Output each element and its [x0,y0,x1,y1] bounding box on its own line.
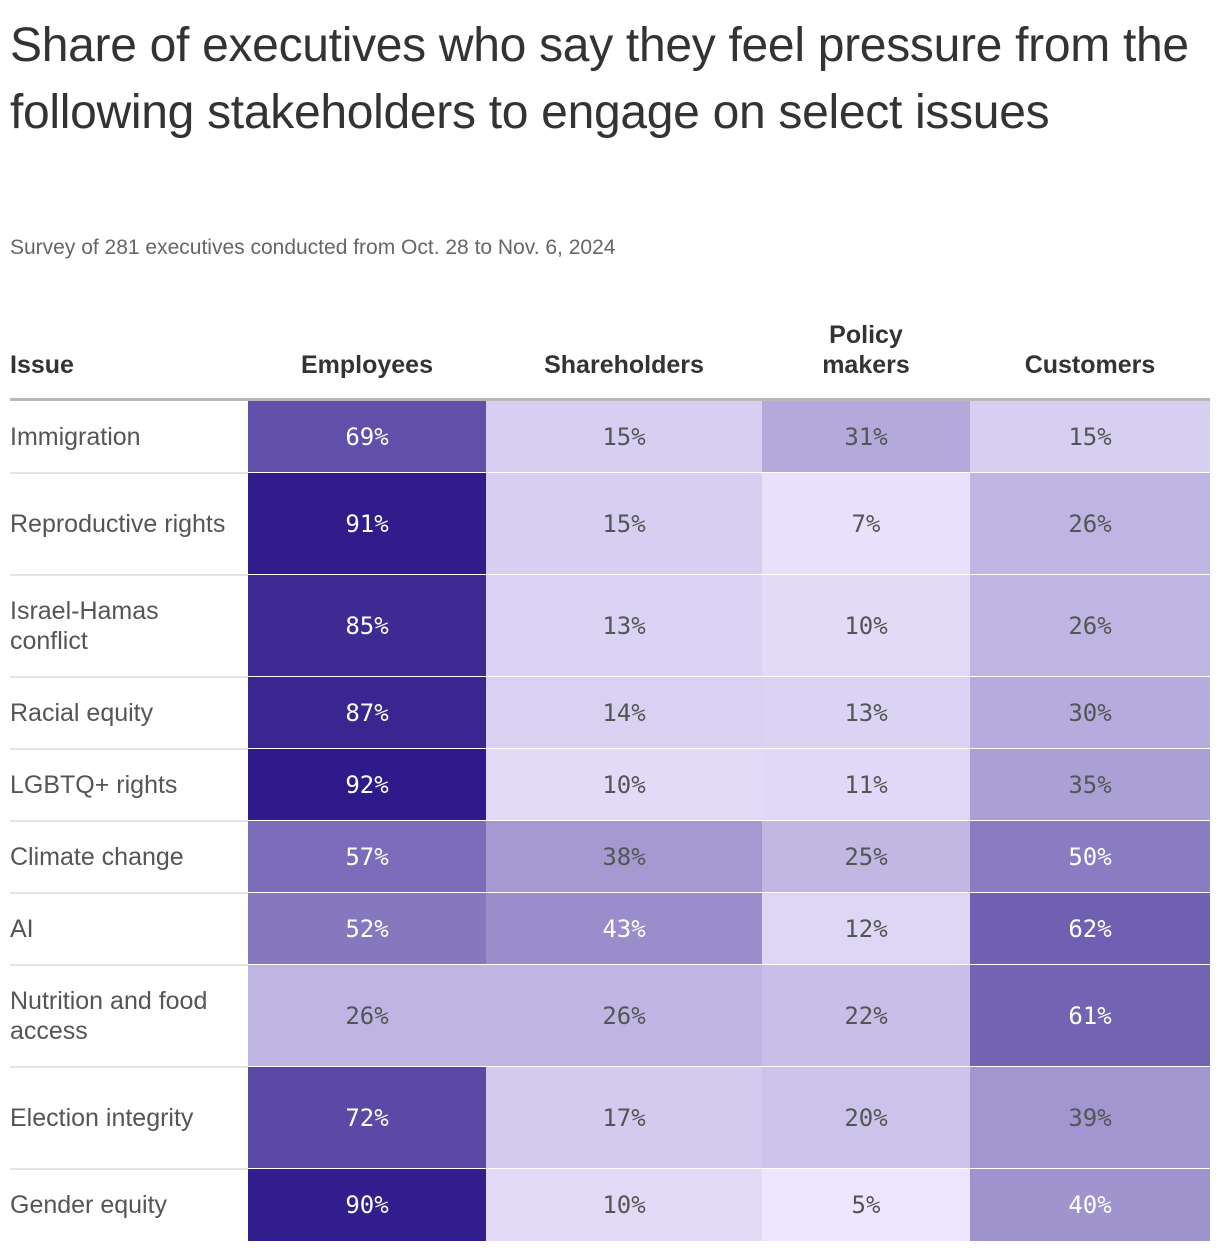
cell-policy-makers: 12% [762,893,970,965]
table-header: Issue Employees Shareholders Policy make… [0,300,1220,400]
row-divider [10,964,248,966]
cell-shareholders: 10% [486,1169,762,1241]
cell-customers: 62% [970,893,1210,965]
row-divider [10,748,248,750]
cell-shareholders: 26% [486,965,762,1067]
cell-shareholders: 14% [486,677,762,749]
table-row: Immigration 69% 15% 31% 15% [0,401,1220,474]
table-row: Gender equity 90% 10% 5% 40% [0,1169,1220,1241]
column-header-customers: Customers [1024,351,1156,379]
cell-shareholders: 15% [486,473,762,575]
cell-shareholders: 13% [486,575,762,677]
column-header-issue: Issue [10,351,74,379]
table-row: Reproductive rights 91% 15% 7% 26% [0,473,1220,576]
cell-customers: 50% [970,821,1210,893]
header-divider [10,398,1210,401]
column-header-shareholders: Shareholders [544,351,704,379]
cell-customers: 39% [970,1067,1210,1169]
cell-customers: 35% [970,749,1210,821]
column-header-policy-makers: Policy makers [822,321,910,379]
cell-employees: 52% [248,893,486,965]
row-divider [10,820,248,822]
table-row: AI 52% 43% 12% 62% [0,893,1220,966]
row-divider [10,892,248,894]
cell-policy-makers: 7% [762,473,970,575]
cell-policy-makers: 13% [762,677,970,749]
cell-customers: 26% [970,575,1210,677]
row-label: Gender equity [10,1191,168,1219]
row-label: LGBTQ+ rights [10,771,178,799]
row-label: AI [10,915,34,943]
cell-employees: 26% [248,965,486,1067]
column-header-employees: Employees [300,351,433,379]
row-divider [10,472,248,474]
cell-employees: 90% [248,1169,486,1241]
cell-employees: 87% [248,677,486,749]
cell-employees: 57% [248,821,486,893]
cell-employees: 91% [248,473,486,575]
table-row: Climate change 57% 38% 25% 50% [0,821,1220,894]
cell-policy-makers: 11% [762,749,970,821]
row-divider [10,1066,248,1068]
cell-shareholders: 38% [486,821,762,893]
cell-policy-makers: 31% [762,401,970,473]
cell-customers: 30% [970,677,1210,749]
cell-customers: 40% [970,1169,1210,1241]
cell-policy-makers: 5% [762,1169,970,1241]
chart-title: Share of executives who say they feel pr… [10,19,1189,139]
cell-policy-makers: 10% [762,575,970,677]
row-label: Racial equity [10,699,154,727]
row-label: Election integrity [10,1104,194,1132]
cell-shareholders: 17% [486,1067,762,1169]
row-divider [10,1168,248,1170]
cell-policy-makers: 22% [762,965,970,1067]
cell-shareholders: 10% [486,749,762,821]
cell-policy-makers: 25% [762,821,970,893]
row-label: Israel-Hamas conflict [10,597,159,655]
table-row: Racial equity 87% 14% 13% 30% [0,677,1220,750]
table-row: Nutrition and food access 26% 26% 22% 61% [0,965,1220,1068]
cell-employees: 92% [248,749,486,821]
table-row: Israel-Hamas conflict 85% 13% 10% 26% [0,575,1220,678]
cell-customers: 26% [970,473,1210,575]
cell-customers: 61% [970,965,1210,1067]
cell-employees: 85% [248,575,486,677]
row-divider [10,574,248,576]
row-label: Immigration [10,423,141,451]
cell-customers: 15% [970,401,1210,473]
table-row: Election integrity 72% 17% 20% 39% [0,1067,1220,1170]
cell-policy-makers: 20% [762,1067,970,1169]
row-label: Climate change [10,843,184,871]
row-label: Nutrition and food access [10,987,208,1045]
row-divider [10,676,248,678]
chart-subtitle: Survey of 281 executives conducted from … [10,236,616,259]
row-label: Reproductive rights [10,510,226,538]
cell-employees: 72% [248,1067,486,1169]
table-row: LGBTQ+ rights 92% 10% 11% 35% [0,749,1220,822]
cell-shareholders: 15% [486,401,762,473]
cell-employees: 69% [248,401,486,473]
cell-shareholders: 43% [486,893,762,965]
